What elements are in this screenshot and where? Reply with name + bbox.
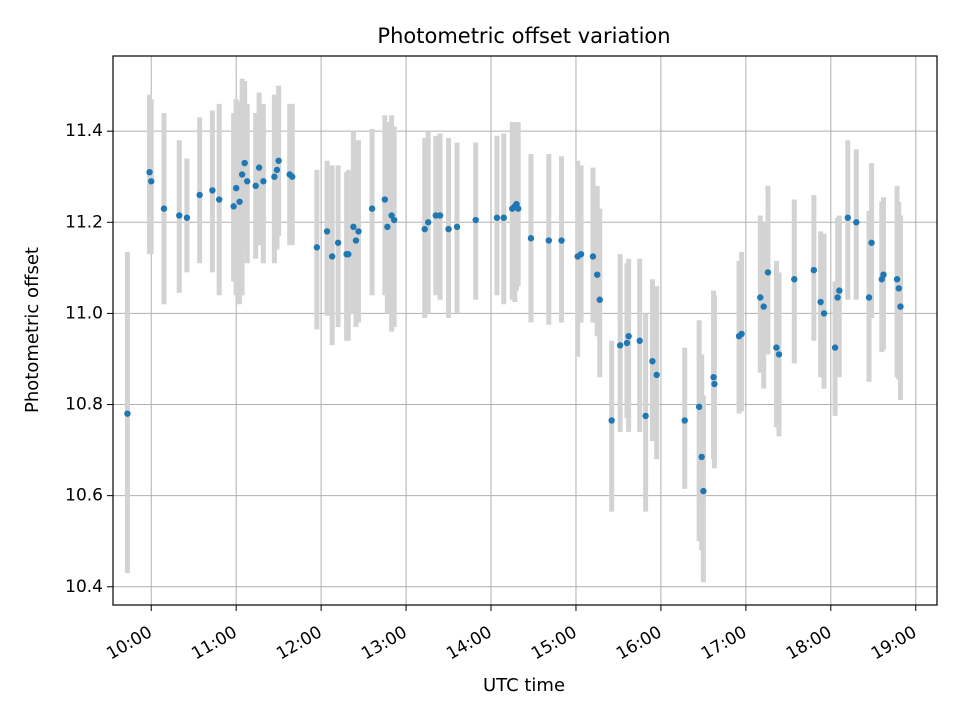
data-point <box>596 296 603 303</box>
data-point <box>323 228 331 235</box>
y-tick-label: 10.6 <box>65 486 103 506</box>
data-point <box>500 214 507 221</box>
data-point <box>681 417 688 424</box>
x-axis-label: UTC time <box>483 675 565 696</box>
data-point <box>608 417 615 424</box>
data-point <box>352 237 360 244</box>
data-point <box>275 157 282 164</box>
data-point <box>589 253 597 260</box>
data-point <box>817 298 824 306</box>
data-point <box>625 332 632 340</box>
data-point <box>328 253 336 260</box>
y-tick-label: 11.2 <box>65 212 103 232</box>
y-tick-label: 10.8 <box>65 395 103 415</box>
data-point <box>760 303 767 310</box>
data-point <box>146 168 153 176</box>
data-point <box>232 184 240 192</box>
data-point <box>241 159 248 167</box>
data-point <box>831 344 839 351</box>
data-point <box>700 487 707 495</box>
data-point <box>381 196 389 203</box>
data-point <box>368 205 376 212</box>
data-point <box>334 239 342 246</box>
data-points <box>124 157 904 495</box>
data-point <box>834 294 841 301</box>
data-point <box>160 205 168 212</box>
y-axis-ticks: 10.4 10.6 10.8 11.0 11.2 11.4 <box>65 121 113 597</box>
data-point <box>424 219 432 226</box>
data-point <box>880 271 887 278</box>
data-point <box>176 212 183 219</box>
data-point <box>421 225 428 233</box>
data-point <box>820 310 828 317</box>
data-point <box>350 223 357 231</box>
data-point <box>255 164 263 171</box>
data-point <box>515 205 522 212</box>
data-point <box>895 285 902 292</box>
data-point <box>710 373 717 381</box>
data-point <box>757 294 764 301</box>
data-point <box>865 294 873 301</box>
data-point <box>853 219 860 226</box>
data-point <box>711 380 718 388</box>
data-point <box>215 196 223 203</box>
data-point <box>893 276 901 283</box>
data-point <box>289 173 296 180</box>
data-point <box>384 223 391 231</box>
data-point <box>273 166 281 174</box>
data-point <box>844 214 852 221</box>
data-point <box>260 178 267 185</box>
data-point <box>577 250 585 258</box>
data-point <box>616 342 624 349</box>
data-point <box>636 337 643 344</box>
data-point <box>345 250 352 258</box>
y-tick-label: 11.4 <box>65 121 103 141</box>
data-point <box>810 266 818 274</box>
data-point <box>472 216 479 224</box>
data-point <box>623 339 631 347</box>
data-point <box>230 203 237 210</box>
data-point <box>642 412 649 420</box>
data-point <box>436 212 444 219</box>
data-point <box>545 237 552 244</box>
data-point <box>527 235 535 242</box>
data-point <box>791 276 798 283</box>
y-tick-label: 10.4 <box>65 577 103 597</box>
data-point <box>271 173 278 180</box>
data-point <box>238 171 246 178</box>
data-point <box>252 182 259 190</box>
data-point <box>594 271 601 278</box>
y-tick-label: 11.0 <box>65 303 103 323</box>
data-point <box>236 198 243 205</box>
data-point <box>390 216 398 224</box>
data-point <box>897 303 904 310</box>
data-point <box>209 187 216 194</box>
chart-title: Photometric offset variation <box>377 24 670 48</box>
data-point <box>773 344 780 351</box>
data-point <box>836 287 843 294</box>
plot-area-frame <box>112 55 938 606</box>
data-point <box>196 191 203 199</box>
data-point <box>244 178 251 185</box>
data-point <box>775 351 783 358</box>
data-point <box>558 237 565 244</box>
data-point <box>738 330 745 338</box>
data-point <box>649 358 656 365</box>
data-point <box>124 410 131 417</box>
data-point <box>355 228 362 235</box>
data-point <box>183 214 191 221</box>
data-point <box>868 239 875 246</box>
y-axis-label: Photometric offset <box>22 247 43 413</box>
data-point <box>695 403 703 411</box>
data-point <box>493 214 501 221</box>
data-point <box>445 225 452 233</box>
data-point <box>764 269 772 276</box>
data-point <box>148 178 155 185</box>
data-point <box>698 453 705 461</box>
data-point <box>453 223 461 231</box>
data-point <box>313 244 321 251</box>
data-point <box>653 371 660 379</box>
